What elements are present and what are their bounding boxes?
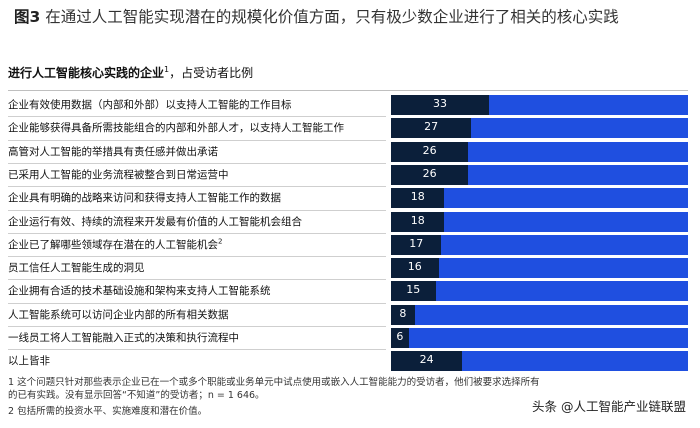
row-divider xyxy=(8,302,386,304)
bar-remainder xyxy=(444,211,688,232)
bar-remainder xyxy=(471,118,688,139)
row-divider xyxy=(8,139,386,141)
bar-value-label: 18 xyxy=(410,190,425,204)
bar-row: 高管对人工智能的举措具有责任感并做出承诺 26 xyxy=(8,141,688,162)
bar-remainder xyxy=(408,328,688,348)
bar-row: 员工信任人工智能生成的洞见 16 xyxy=(8,258,688,279)
bar-value-label: 16 xyxy=(407,260,422,274)
bar-value-label: 18 xyxy=(410,213,425,227)
row-divider xyxy=(8,186,386,188)
bar-value xyxy=(391,188,445,209)
bar-remainder xyxy=(438,258,688,279)
bar-value xyxy=(391,258,439,279)
bar-value-label: 15 xyxy=(406,283,421,297)
bar-value xyxy=(391,328,409,348)
subtitle-rest: ，占受访者比例 xyxy=(169,66,254,80)
category-label: 人工智能系统可以访问企业内部的所有相关数据 xyxy=(8,308,229,321)
bar-value xyxy=(391,304,415,325)
bar-value-label: 17 xyxy=(409,236,424,250)
watermark-text: 头条 @人工智能产业链联盟 xyxy=(532,399,686,414)
footnote-2: 2 包括所需的投资水平、实施难度和潜在价值。 xyxy=(8,406,208,417)
category-label: 企业有效使用数据（内部和外部）以支持人工智能的工作目标 xyxy=(8,99,292,111)
category-label: 企业拥有合适的技术基础设施和架构来支持人工智能系统 xyxy=(8,285,271,298)
bar-value-label: 33 xyxy=(433,97,447,110)
row-divider xyxy=(8,209,386,211)
bar-remainder xyxy=(444,188,688,209)
category-label: 以上皆非 xyxy=(8,355,50,368)
category-label: 高管对人工智能的举措具有责任感并做出承诺 xyxy=(8,145,218,158)
row-divider xyxy=(8,279,386,281)
bar-value xyxy=(391,164,469,185)
bar-value xyxy=(391,95,489,115)
category-label: 企业已了解哪些领域存在潜在的人工智能机会2 xyxy=(8,237,223,251)
bar-remainder xyxy=(414,304,688,325)
row-divider xyxy=(8,349,386,351)
bar-value-label: 26 xyxy=(422,166,437,180)
bar-value xyxy=(391,234,442,255)
row-divider xyxy=(8,162,386,164)
bar-value xyxy=(391,211,445,232)
category-label: 一线员工将人工智能融入正式的决策和执行流程中 xyxy=(8,332,239,344)
category-label: 企业运行有效、持续的流程来开发最有价值的人工智能机会组合 xyxy=(8,215,302,228)
bar-row: 企业具有明确的战略来访问和获得支持人工智能工作的数据 18 xyxy=(8,188,688,209)
bar-value xyxy=(391,281,436,302)
figure-title: 图3 在通过人工智能实现潜在的规模化价值方面，只有极少数企业进行了相关的核心实践 xyxy=(14,6,694,29)
figure-number: 图3 xyxy=(14,8,41,26)
bar-remainder xyxy=(489,95,688,115)
category-label: 员工信任人工智能生成的洞见 xyxy=(8,262,145,275)
bar-value-label: 27 xyxy=(424,120,439,134)
bar-value xyxy=(391,351,463,372)
footnote-1-line-2: 的已有实践。没有显示回答“不知道”的受访者；n = 1 646。 xyxy=(8,390,265,401)
bar-remainder xyxy=(462,351,688,372)
category-label: 企业具有明确的战略来访问和获得支持人工智能工作的数据 xyxy=(8,192,281,205)
bar-value-label: 6 xyxy=(396,330,404,343)
bar-remainder xyxy=(468,164,688,185)
bar-row: 一线员工将人工智能融入正式的决策和执行流程中 6 xyxy=(8,328,688,348)
row-divider xyxy=(8,232,386,234)
bar-value xyxy=(391,118,472,139)
bar-remainder xyxy=(435,281,688,302)
figure-title-text: 在通过人工智能实现潜在的规模化价值方面，只有极少数企业进行了相关的核心实践 xyxy=(45,8,619,26)
bar-value-label: 26 xyxy=(422,143,437,157)
bar-remainder xyxy=(441,234,688,255)
category-label: 已采用人工智能的业务流程被整合到日常运营中 xyxy=(8,168,229,181)
subtitle-footnote-ref: 1 xyxy=(164,65,170,74)
bar-row: 以上皆非 24 xyxy=(8,351,688,372)
bar-row: 企业拥有合适的技术基础设施和架构来支持人工智能系统 15 xyxy=(8,281,688,302)
row-divider xyxy=(8,116,386,118)
chart-subtitle: 进行人工智能核心实践的企业1，占受访者比例 xyxy=(8,64,253,81)
bar-row: 已采用人工智能的业务流程被整合到日常运营中 26 xyxy=(8,164,688,185)
top-rule xyxy=(8,90,688,91)
bar-value xyxy=(391,141,469,162)
row-divider xyxy=(8,326,386,327)
bar-row: 企业已了解哪些领域存在潜在的人工智能机会2 17 xyxy=(8,234,688,255)
bar-row: 企业运行有效、持续的流程来开发最有价值的人工智能机会组合 18 xyxy=(8,211,688,232)
bar-remainder xyxy=(468,141,688,162)
footnote-1-line-1: 1 这个问题只针对那些表示企业已在一个或多个职能或业务单元中试点使用或嵌入人工智… xyxy=(8,377,540,388)
bar-value-label: 24 xyxy=(419,353,434,367)
category-label: 企业能够获得具备所需技能组合的内部和外部人才，以支持人工智能工作 xyxy=(8,122,344,135)
subtitle-bold: 进行人工智能核心实践的企业 xyxy=(8,66,165,80)
bar-row: 企业能够获得具备所需技能组合的内部和外部人才，以支持人工智能工作 27 xyxy=(8,118,688,139)
bar-row: 企业有效使用数据（内部和外部）以支持人工智能的工作目标 33 xyxy=(8,95,688,115)
bar-value-label: 8 xyxy=(399,306,407,320)
row-divider xyxy=(8,256,386,258)
category-footnote-ref: 2 xyxy=(218,237,223,246)
bar-row: 人工智能系统可以访问企业内部的所有相关数据 8 xyxy=(8,304,688,325)
